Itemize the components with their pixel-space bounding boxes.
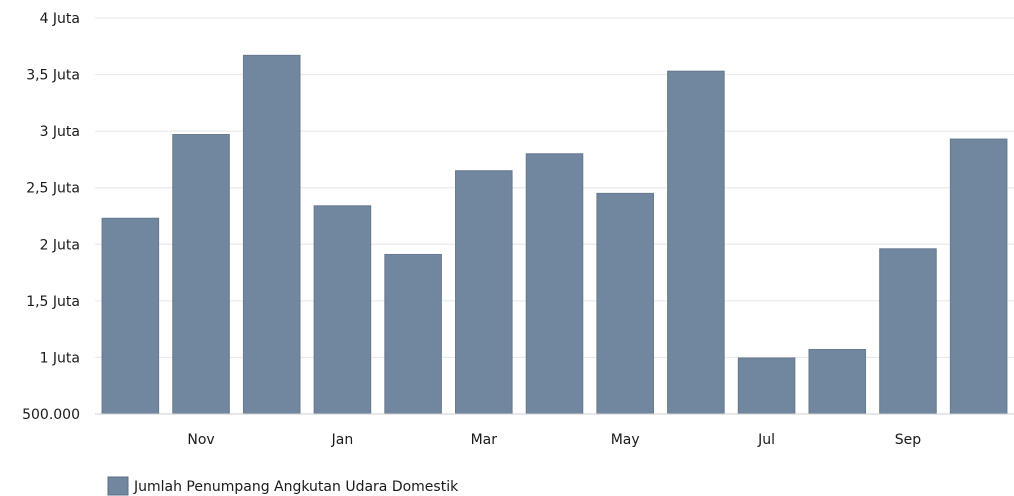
bar-jul[interactable]: [737, 357, 796, 415]
bar-feb[interactable]: [384, 253, 442, 415]
bar-okt[interactable]: [101, 217, 160, 415]
x-tick-label: Nov: [187, 432, 214, 448]
x-axis: Nov Jan Mar May Jul Sep: [187, 432, 921, 448]
legend[interactable]: Jumlah Penumpang Angkutan Udara Domestik: [107, 476, 459, 496]
bar-sep[interactable]: [879, 248, 937, 415]
x-tick-label: May: [611, 432, 640, 448]
y-tick-label: 3,5 Juta: [26, 68, 80, 84]
bar-okt[interactable]: [949, 138, 1008, 415]
bar-nov[interactable]: [172, 134, 230, 415]
y-tick-label: 500.000: [22, 407, 80, 423]
y-tick-label: 1 Juta: [40, 350, 80, 366]
bar-jan[interactable]: [313, 205, 372, 415]
x-tick-label: Mar: [471, 432, 498, 448]
legend-label: Jumlah Penumpang Angkutan Udara Domestik: [133, 479, 459, 495]
bar-des[interactable]: [242, 54, 301, 415]
bar-jun[interactable]: [667, 70, 725, 415]
bar-series: [101, 54, 1008, 415]
bar-apr[interactable]: [525, 153, 584, 415]
y-tick-label: 3 Juta: [40, 124, 80, 140]
y-tick-label: 4 Juta: [40, 11, 80, 27]
x-tick-label: Jan: [331, 432, 354, 448]
bar-mar[interactable]: [455, 170, 513, 415]
x-tick-label: Jul: [757, 432, 775, 448]
x-tick-label: Sep: [895, 432, 922, 448]
y-tick-label: 2 Juta: [40, 237, 80, 253]
y-tick-label: 1,5 Juta: [26, 294, 80, 310]
bar-may[interactable]: [596, 192, 654, 415]
y-tick-label: 2,5 Juta: [26, 181, 80, 197]
legend-swatch: [107, 476, 129, 496]
bar-aug[interactable]: [808, 349, 867, 415]
y-axis: 500.000 1 Juta 1,5 Juta 2 Juta 2,5 Juta 3 Jut…: [22, 11, 80, 423]
